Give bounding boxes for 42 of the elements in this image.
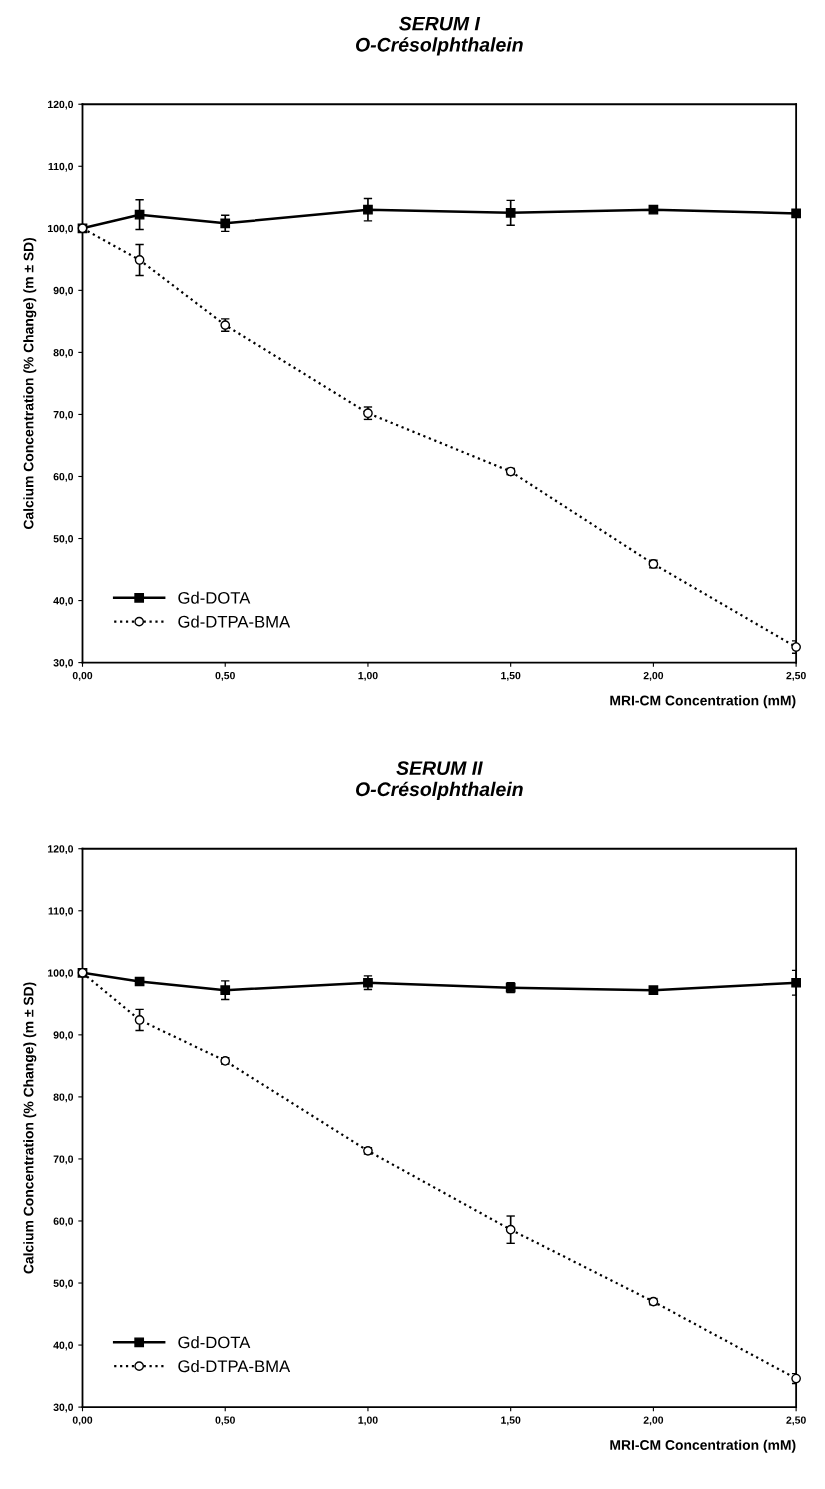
y-tick-label: 90,0 — [53, 286, 74, 296]
y-tick-label: 80,0 — [53, 1093, 74, 1103]
y-tick-label: 90,0 — [53, 1031, 74, 1041]
x-tick-label: 1,00 — [358, 671, 378, 681]
y-tick-label: 60,0 — [53, 1217, 74, 1227]
legend-label: Gd-DOTA — [178, 1336, 251, 1349]
y-tick-label: 110,0 — [48, 907, 74, 917]
legend-label: Gd-DTPA-BMA — [178, 615, 291, 628]
legend-label: Gd-DOTA — [178, 591, 251, 604]
x-tick-label: 2,50 — [786, 671, 806, 681]
y-tick-label: 80,0 — [53, 348, 74, 358]
y-tick-label: 70,0 — [53, 410, 74, 420]
x-tick-label: 2,50 — [786, 1416, 806, 1426]
x-tick-label: 0,00 — [72, 1416, 93, 1426]
y-tick-label: 40,0 — [53, 597, 74, 606]
y-axis-title: Calcium Concentration (% Change) (m ± SD) — [23, 237, 37, 530]
x-tick-label: 2,00 — [643, 671, 664, 681]
y-tick-label: 120,0 — [48, 100, 74, 110]
x-axis-title: MRI-CM Concentration (mM) — [610, 1439, 796, 1453]
y-tick-label: 50,0 — [53, 535, 74, 544]
y-tick-label: 30,0 — [53, 1403, 74, 1413]
y-tick-label: 70,0 — [53, 1155, 74, 1165]
y-tick-label: 110,0 — [48, 162, 74, 172]
y-tick-label: 100,0 — [48, 224, 74, 234]
chart-title: SERUM II O-Crésolphthalein — [356, 761, 523, 800]
y-tick-label: 60,0 — [53, 472, 74, 482]
x-tick-label: 0,50 — [215, 1416, 235, 1426]
y-tick-label: 100,0 — [48, 969, 74, 979]
x-tick-label: 2,00 — [643, 1416, 664, 1426]
x-tick-label: 1,50 — [501, 1416, 521, 1426]
legend-label: Gd-DTPA-BMA — [178, 1359, 291, 1373]
y-tick-label: 50,0 — [53, 1279, 74, 1289]
x-tick-label: 1,00 — [358, 1416, 378, 1426]
y-axis-title: Calcium Concentration (% Change) (m ± SD) — [23, 982, 37, 1274]
x-tick-label: 0,00 — [72, 671, 93, 681]
x-tick-label: 0,50 — [215, 671, 235, 681]
chart-title: SERUM I O-Crésolphthalein — [356, 16, 523, 56]
y-tick-label: 120,0 — [48, 845, 74, 855]
y-tick-label: 40,0 — [53, 1341, 74, 1351]
x-tick-label: 1,50 — [501, 671, 521, 681]
y-tick-label: 30,0 — [53, 659, 74, 668]
x-axis-title: MRI-CM Concentration (mM) — [610, 695, 796, 709]
